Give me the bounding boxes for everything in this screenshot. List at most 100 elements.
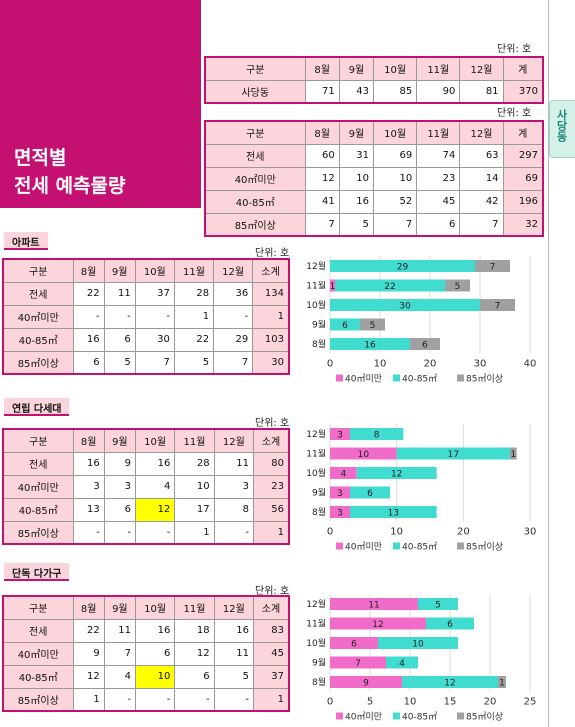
- value-cell: 4: [134, 474, 176, 499]
- value-cell: -: [134, 304, 175, 329]
- y-tick-label: 8월: [312, 338, 326, 350]
- page-edge-line: [548, 0, 549, 727]
- legend-swatch: [336, 374, 343, 382]
- value-cell: 3: [72, 474, 105, 499]
- table-row: 40㎡미만 - - -1-1: [2, 304, 290, 329]
- value-cell: 42: [459, 189, 504, 214]
- value-cell: 85: [373, 79, 418, 104]
- row-label: 사당동: [204, 79, 306, 104]
- value-cell: 71: [304, 79, 340, 104]
- header-cell: 구분: [204, 56, 306, 81]
- table-row: 40-85㎡ 13 6 12 17 8 56: [2, 497, 290, 522]
- x-tick-label: 20: [424, 359, 437, 370]
- value-cell: 5: [213, 664, 255, 689]
- value-cell: 10: [174, 474, 215, 499]
- header-cell: 12월: [459, 56, 504, 81]
- value-cell: 37: [253, 664, 290, 689]
- header-cell: 10월: [134, 428, 176, 453]
- header-cell: 8월: [72, 258, 105, 283]
- unit-label: 단위: 호: [255, 586, 290, 597]
- header-cell: 구분: [2, 595, 74, 620]
- value-cell: 81: [459, 79, 504, 104]
- data-label: 6: [422, 341, 428, 351]
- value-cell: 32: [502, 212, 544, 237]
- value-cell: -: [72, 520, 105, 545]
- value-cell: 11: [213, 641, 255, 666]
- bar-segment: [330, 260, 475, 272]
- value-cell: -: [213, 687, 255, 712]
- table-row: 전세 16 9 16 28 11 80: [2, 451, 290, 476]
- legend-swatch: [457, 542, 464, 550]
- data-label: 17: [448, 450, 459, 460]
- value-cell: 6: [174, 664, 215, 689]
- bar-segment: [480, 299, 515, 311]
- header-cell: 10월: [134, 258, 175, 283]
- side-tab[interactable]: 사당동: [549, 100, 575, 158]
- y-tick-label: 11월: [306, 448, 326, 460]
- data-label: 5: [370, 321, 376, 331]
- stacked-bar-chart: 0 5 10 15 20 25 12월 11 5 11월 12 6 10월 6 10 9월 7 4 8월 9 12 1 40…: [306, 594, 536, 723]
- legend-swatch: [393, 542, 400, 550]
- value-cell: 7: [103, 641, 136, 666]
- data-label: 4: [340, 470, 346, 480]
- value-cell: 74: [416, 143, 461, 168]
- data-label: 7: [495, 302, 501, 312]
- x-tick-label: 30: [474, 359, 487, 370]
- x-tick-label: 20: [484, 697, 497, 708]
- value-cell: 69: [373, 143, 418, 168]
- x-tick-label: 10: [404, 697, 417, 708]
- stacked-bar-chart: 0 10 20 30 12월 3 8 11월 10 17 1 10월 4 12 9월 3 6 8월 3 13 40㎡미만…: [306, 424, 536, 553]
- data-label: 13: [388, 509, 399, 519]
- value-cell: 16: [338, 189, 375, 214]
- data-label: 22: [384, 282, 395, 292]
- value-cell: 6: [416, 212, 461, 237]
- x-tick-label: 0: [327, 527, 333, 538]
- value-cell: 4: [103, 664, 136, 689]
- value-cell: 8: [213, 497, 255, 522]
- value-cell: 43: [338, 79, 375, 104]
- header-cell: 구분: [2, 428, 74, 453]
- title-block: 면적별 전세 예측물량: [0, 0, 201, 208]
- side-tab-label: 사당동: [555, 109, 568, 142]
- header-cell: 소계: [252, 258, 290, 283]
- row-label: 40-85㎡: [2, 664, 74, 689]
- value-cell: 6: [72, 350, 105, 375]
- value-cell: 56: [253, 497, 290, 522]
- data-label: 8: [374, 431, 380, 441]
- legend-label: 40-85㎡: [402, 712, 437, 723]
- legend-swatch: [336, 542, 343, 550]
- value-cell: 16: [72, 327, 105, 352]
- value-cell: -: [134, 520, 176, 545]
- y-tick-label: 12월: [306, 428, 326, 440]
- header-cell: 11월: [416, 120, 461, 145]
- data-label: 10: [358, 450, 370, 460]
- value-cell: 1: [253, 520, 290, 545]
- table-row: 전세 22 11 37 28 36 134: [2, 281, 290, 306]
- value-cell: 7: [213, 350, 254, 375]
- bar-segment: [475, 260, 510, 272]
- value-cell: 28: [174, 451, 215, 476]
- summary-table-district: 구분 8월 9월 10월 11월 12월 계 사당동 71 43 85 90 8…: [204, 56, 544, 104]
- data-label: 6: [351, 640, 357, 650]
- value-cell: 90: [416, 79, 461, 104]
- header-cell: 계: [502, 120, 544, 145]
- bar-segment: [335, 279, 445, 292]
- data-label: 12: [372, 620, 383, 630]
- bar-segment: [330, 279, 335, 292]
- value-cell: 14: [459, 166, 504, 191]
- value-cell: 10: [338, 166, 375, 191]
- value-cell: -: [213, 520, 255, 545]
- value-cell: 1: [173, 304, 215, 329]
- value-cell: 80: [253, 451, 290, 476]
- value-cell: 63: [459, 143, 504, 168]
- bar-segment: [426, 617, 474, 630]
- y-tick-label: 10월: [306, 637, 326, 649]
- table-row: 40㎡미만 9 7 6 12 11 45: [2, 641, 290, 666]
- bar-segment: [330, 299, 480, 311]
- header-cell: 10월: [134, 595, 176, 620]
- data-label: 7: [490, 263, 496, 273]
- value-cell: 1: [252, 304, 290, 329]
- value-cell: 16: [213, 618, 255, 643]
- row-label: 40㎡미만: [204, 166, 306, 191]
- value-cell: 7: [373, 212, 418, 237]
